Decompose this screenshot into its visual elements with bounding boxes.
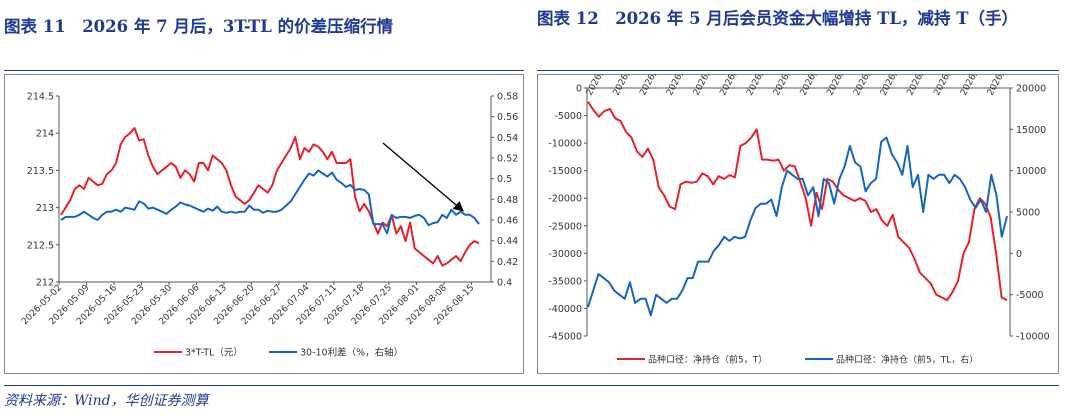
legend-label-spread: 30-10利差（%，右轴） <box>300 347 403 359</box>
y-left-tick-label: 214 <box>36 129 54 140</box>
y-right-tick-label: 15000 <box>1016 125 1046 136</box>
y-right-tick-label: -5000 <box>1016 290 1044 301</box>
left-chart: 214.5 214 213.5 213 212.5 212 0.58 0.56 0.54 0.52… <box>4 74 524 374</box>
chart-frame <box>537 74 1059 374</box>
y-left-tick-label: -15000 <box>548 166 582 177</box>
x-tick-label: 2026/6/24 <box>772 74 803 97</box>
series-line-tl-net <box>587 136 1008 317</box>
y-right-tick-label: 0 <box>1016 249 1022 260</box>
y-right-tick-label: 0.46 <box>497 216 518 227</box>
x-tick-label: 2026/7/8 <box>825 74 853 97</box>
trend-arrow <box>382 142 464 212</box>
y-left-tick-label: -25000 <box>548 221 582 232</box>
legend-label-t-net: 品种口径：净持仓（前5，T） <box>648 354 767 366</box>
y-left-tick-label: -30000 <box>548 249 582 260</box>
x-tick-label: 2026/8/19 <box>986 74 1017 97</box>
y-right-tick-label: 20000 <box>1016 84 1046 95</box>
y-left-tick-label: -10000 <box>548 139 582 150</box>
y-left-tick-label: 214.5 <box>27 92 54 103</box>
y-right-tick-label: 0.54 <box>497 133 518 144</box>
y-left-tick-label: 212.5 <box>27 240 54 251</box>
y-left-tick-label: 0 <box>576 84 582 95</box>
y-right-tick-label: 0.52 <box>497 154 518 165</box>
series-line-t-net <box>587 101 1008 302</box>
x-tick-label: 2026/7/1 <box>799 74 827 97</box>
x-tick-label: 2026/7/15 <box>852 74 882 97</box>
right-title-rule <box>537 70 1059 71</box>
x-tick-label: 2026/8/12 <box>959 74 989 97</box>
legend-label-3t-tl: 3*T-TL（元） <box>185 347 243 359</box>
y-right-tick-label: 5000 <box>1016 208 1040 219</box>
y-right-tick-label: 0.44 <box>497 236 518 247</box>
x-tick-label: 2026/5/13 <box>612 74 642 97</box>
series-line-3t-tl <box>60 127 480 267</box>
x-tick-label: 2026/5/27 <box>665 74 695 97</box>
x-tick-label: 2026/7/29 <box>906 74 937 97</box>
left-title-rule <box>4 70 524 71</box>
x-tick-label: 2026/7/22 <box>879 74 909 97</box>
y-left-tick-label: -35000 <box>548 276 582 287</box>
y-right-tick-label: 0.48 <box>497 195 518 206</box>
y-left-tick-label: 213.5 <box>27 166 54 177</box>
y-left-tick-label: -40000 <box>548 304 582 315</box>
y-right-tick-label: 0.4 <box>497 278 512 289</box>
x-tick-label: 2026/8/5 <box>932 74 960 97</box>
y-left-tick-label: 212 <box>36 278 54 289</box>
left-figure-title: 图表 11 2026 年 7 月后，3T-TL 的价差压缩行情 <box>4 17 394 36</box>
legend-label-tl-net: 品种口径：净持仓（前5，TL，右） <box>836 354 978 366</box>
x-tick-label: 2026/5/8 <box>585 74 613 97</box>
x-tick-label: 2026/6/17 <box>745 74 775 97</box>
y-left-tick-label: -5000 <box>554 111 582 122</box>
y-left-tick-label: -20000 <box>548 194 582 205</box>
y-right-tick-label: 10000 <box>1016 166 1046 177</box>
y-right-tick-label: 0.5 <box>497 174 512 185</box>
right-figure-title: 图表 12 2026 年 5 月后会员资金大幅增持 TL，减持 T（手） <box>537 9 1018 28</box>
y-right-tick-label: 0.58 <box>497 92 518 103</box>
series-line-spread <box>60 169 480 235</box>
y-right-tick-label: -10000 <box>1016 332 1050 343</box>
y-right-tick-label: 0.42 <box>497 257 518 268</box>
source-note: 资料来源：Wind，华创证券测算 <box>4 393 209 409</box>
x-tick-label: 2026/5/20 <box>638 74 669 97</box>
x-tick-label: 2026/6/3 <box>692 74 720 97</box>
x-tick-label: 2026/6/10 <box>718 74 749 97</box>
right-chart: 0 -5000 -10000 -15000 -20000 -25000 -30000 -350… <box>537 74 1059 374</box>
y-left-tick-label: 213 <box>36 203 54 214</box>
y-right-tick-label: 0.56 <box>497 112 518 123</box>
y-left-tick-label: -45000 <box>548 332 582 343</box>
source-rule <box>4 385 1059 386</box>
chart-frame <box>4 74 524 374</box>
